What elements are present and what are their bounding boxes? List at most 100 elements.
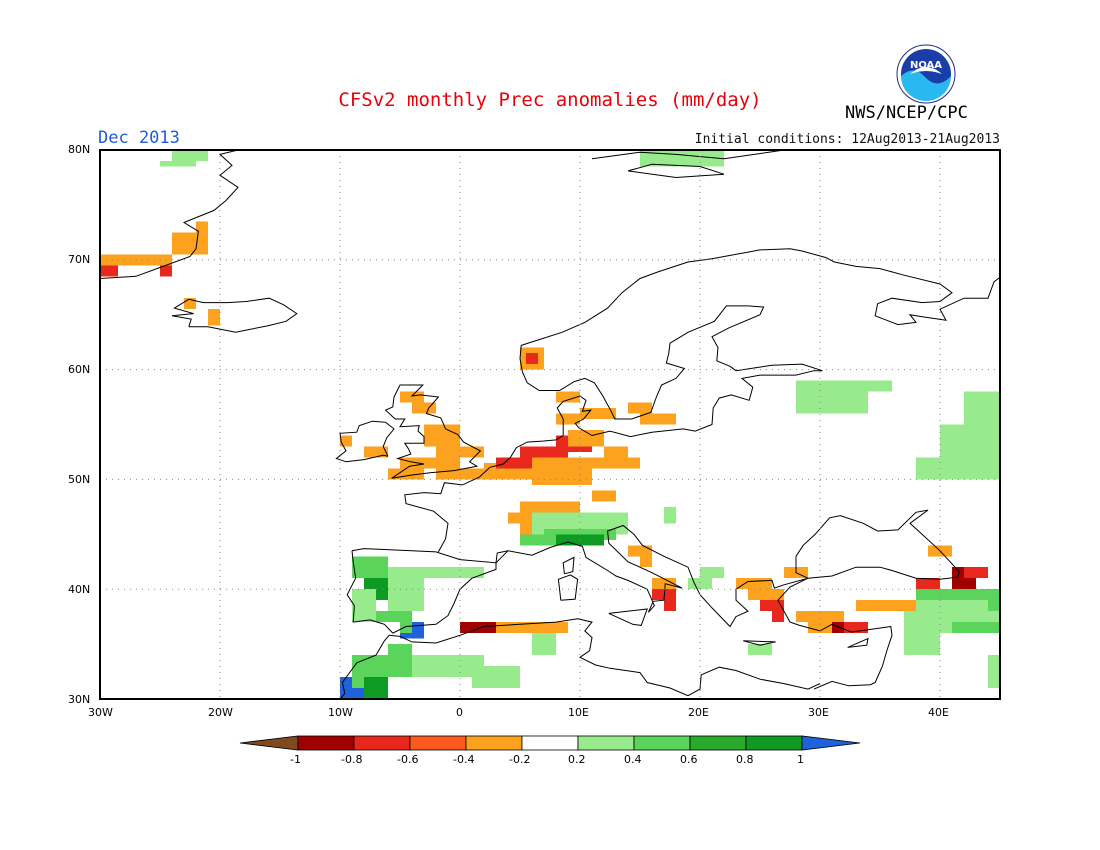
- anomaly-cell: [916, 457, 1000, 480]
- chart-title: CFSv2 monthly Prec anomalies (mm/day): [338, 89, 762, 111]
- anomaly-cell: [592, 457, 640, 469]
- colorbar-box: [297, 735, 355, 751]
- lat-label-60n: 60N: [68, 363, 91, 376]
- anomaly-cell: [196, 221, 208, 233]
- anomaly-cell: [424, 567, 484, 579]
- colorbar-tick--0.8: -0.8: [341, 753, 363, 766]
- lon-label-10w: 10W: [328, 706, 353, 719]
- coastline: [627, 163, 725, 179]
- anomaly-cell: [844, 622, 868, 634]
- anomaly-cell: [388, 644, 412, 678]
- coastline: [557, 574, 579, 601]
- anomaly-cell: [628, 545, 652, 557]
- coastline: [339, 618, 821, 700]
- anomaly-cell: [352, 589, 376, 623]
- colorbar-tick-1: 1: [797, 753, 804, 766]
- coastline: [495, 509, 960, 690]
- anomaly-cell: [988, 589, 1000, 612]
- anomaly-cell: [400, 391, 424, 403]
- lon-label-30w: 30W: [88, 706, 113, 719]
- anomaly-cell: [748, 589, 784, 601]
- coastline: [404, 248, 1001, 553]
- anomaly-cell: [460, 622, 496, 634]
- anomaly-cell: [964, 391, 1000, 425]
- anomaly-cell: [532, 457, 592, 485]
- anomaly-cell: [556, 534, 604, 546]
- anomaly-cell: [400, 457, 460, 469]
- anomaly-cell: [172, 232, 208, 255]
- coastline: [335, 420, 395, 463]
- anomaly-cell: [700, 567, 724, 579]
- anomaly-cell: [100, 265, 118, 277]
- lat-label-70n: 70N: [68, 253, 91, 266]
- lat-label-50n: 50N: [68, 473, 91, 486]
- anomaly-cell: [748, 644, 772, 656]
- anomaly-cell: [436, 468, 484, 480]
- anomaly-cell: [736, 578, 772, 590]
- anomaly-cell: [592, 490, 616, 502]
- coastline: [346, 548, 497, 634]
- colorbar-tick-0.2: 0.2: [568, 753, 586, 766]
- coastline: [495, 550, 509, 563]
- coastline: [608, 608, 648, 626]
- lon-label-20w: 20W: [208, 706, 233, 719]
- anomaly-cell: [424, 424, 460, 447]
- anomaly-cell: [760, 600, 772, 612]
- coastline: [562, 556, 575, 575]
- anomaly-cell: [436, 446, 484, 458]
- anomaly-cell: [940, 424, 1000, 458]
- anomaly-cell: [568, 429, 604, 447]
- lat-label-40n: 40N: [68, 583, 91, 596]
- colorbar-arrow-high: [801, 735, 861, 751]
- month-label: Dec 2013: [98, 128, 180, 148]
- colorbar-tick--1: -1: [290, 753, 301, 766]
- anomaly-cell: [640, 556, 652, 568]
- anomaly-cell: [376, 611, 412, 623]
- anomaly-cell: [556, 413, 580, 425]
- anomaly-cell: [652, 578, 676, 590]
- colorbar-boxes: [239, 735, 861, 751]
- lon-label-10e: 10E: [568, 706, 589, 719]
- anomaly-cell: [688, 578, 712, 590]
- anomaly-cell: [340, 435, 352, 447]
- colorbar-box: [633, 735, 691, 751]
- anomaly-cell: [520, 501, 580, 513]
- lat-label-30n: 30N: [68, 693, 91, 706]
- colorbar-arrow-low: [239, 735, 299, 751]
- anomaly-cell: [796, 611, 820, 623]
- colorbar-box: [745, 735, 803, 751]
- anomaly-cell: [964, 567, 988, 579]
- anomaly-cell: [988, 655, 1000, 689]
- anomaly-cell: [556, 391, 580, 403]
- lon-label-20e: 20E: [688, 706, 709, 719]
- colorbar-tick--0.6: -0.6: [397, 753, 419, 766]
- anomaly-cell: [160, 265, 172, 277]
- colorbar-tick--0.2: -0.2: [509, 753, 531, 766]
- noaa-logo-text: NOAA: [910, 60, 942, 71]
- coastline: [743, 640, 776, 646]
- coastline: [99, 149, 239, 279]
- colorbar-tick-0.6: 0.6: [680, 753, 698, 766]
- anomaly-cell: [364, 446, 388, 458]
- anomaly-cell: [508, 512, 532, 524]
- colorbar-tick-0.8: 0.8: [736, 753, 754, 766]
- anomaly-cell: [160, 160, 196, 167]
- lon-label-30e: 30E: [808, 706, 829, 719]
- anomaly-cell: [388, 468, 424, 480]
- lon-label-0: 0: [456, 706, 463, 719]
- anomaly-cell: [352, 556, 388, 579]
- colorbar-box: [353, 735, 411, 751]
- colorbar-box: [409, 735, 467, 751]
- anomaly-cell: [652, 589, 664, 601]
- anomaly-cell: [916, 578, 940, 590]
- anomaly-cell: [184, 298, 196, 310]
- colorbar-tick-0.4: 0.4: [624, 753, 642, 766]
- anomaly-cell: [532, 633, 556, 656]
- coastline: [384, 384, 482, 479]
- anomaly-cell: [496, 457, 532, 469]
- anomaly-cell: [472, 666, 520, 689]
- colorbar-box: [689, 735, 747, 751]
- anomaly-cell: [628, 402, 652, 414]
